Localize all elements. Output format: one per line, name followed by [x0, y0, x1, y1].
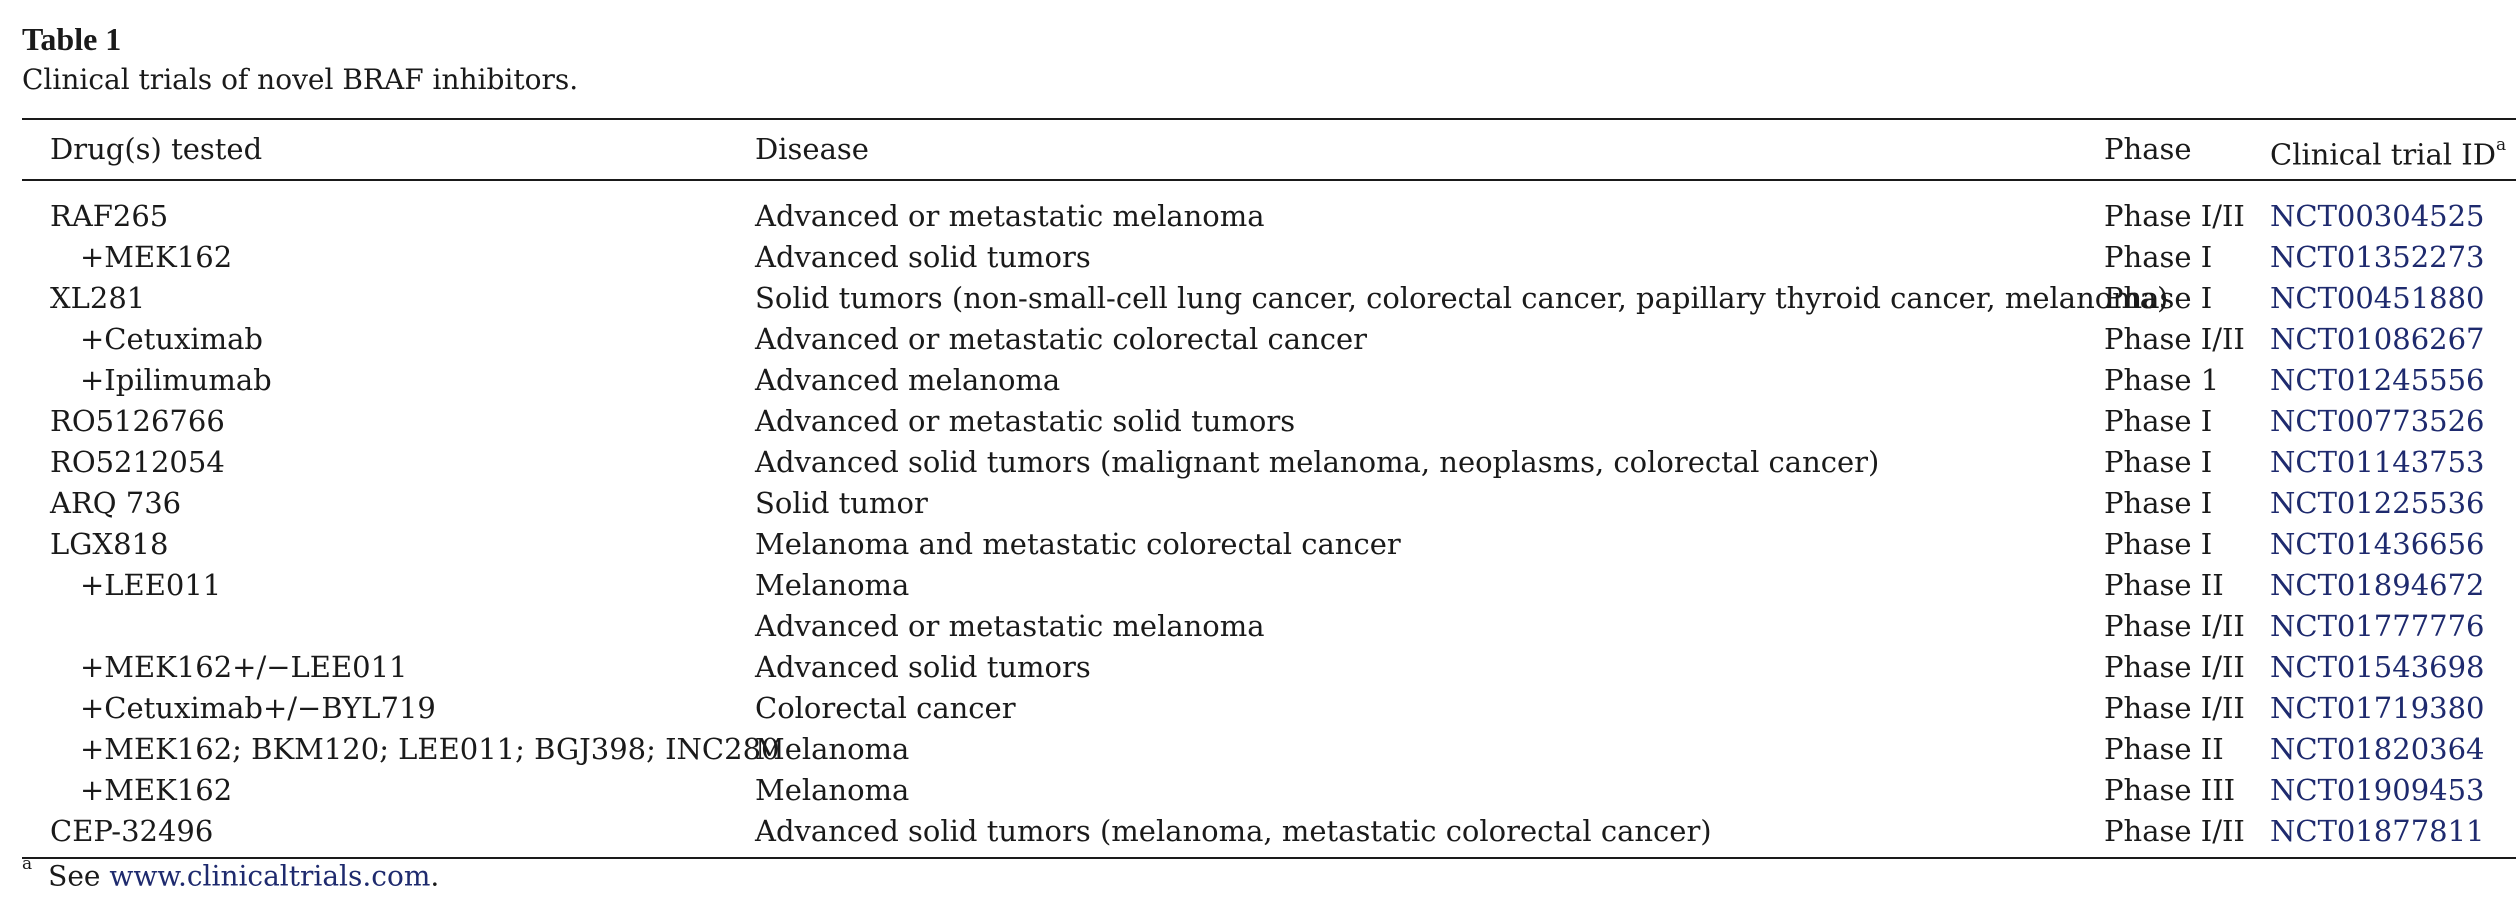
- phase-cell: Phase I/II: [2104, 199, 2245, 233]
- trial-id-link[interactable]: NCT01820364: [2270, 732, 2485, 766]
- table-top-rule: [22, 118, 2516, 120]
- table-row: +Cetuximab Advanced or metastatic colorec…: [22, 319, 2516, 360]
- disease-cell: Advanced or metastatic melanoma: [755, 199, 1265, 233]
- table-row: +Cetuximab+/−BYL719 Colorectal cancer Phas…: [22, 688, 2516, 729]
- table-header-row: Drug(s) tested Disease Phase Clinical tr…: [22, 124, 2516, 174]
- drug-cell: +MEK162: [80, 773, 233, 807]
- trial-id-link[interactable]: NCT01352273: [2270, 240, 2485, 274]
- table-container: Table 1 Clinical trials of novel BRAF in…: [22, 20, 2516, 859]
- phase-cell: Phase I: [2104, 404, 2213, 438]
- trial-id-link[interactable]: NCT01719380: [2270, 691, 2485, 725]
- table-row: ARQ 736 Solid tumor Phase I NCT01225536: [22, 483, 2516, 524]
- table-caption: Clinical trials of novel BRAF inhibitors…: [22, 63, 579, 96]
- drug-cell: ARQ 736: [50, 486, 182, 520]
- trial-id-link[interactable]: NCT01543698: [2270, 650, 2485, 684]
- trial-id-link[interactable]: NCT01777776: [2270, 609, 2485, 643]
- trial-id-link[interactable]: NCT01877811: [2270, 814, 2485, 848]
- phase-cell: Phase I: [2104, 240, 2213, 274]
- footnote-marker: a: [22, 854, 33, 874]
- drug-cell: +MEK162; BKM120; LEE011; BGJ398; INC280: [80, 732, 780, 766]
- disease-cell: Advanced or metastatic colorectal cancer: [755, 322, 1368, 356]
- disease-cell: Solid tumor: [755, 486, 928, 520]
- trial-id-link[interactable]: NCT01894672: [2270, 568, 2485, 602]
- phase-cell: Phase I: [2104, 445, 2213, 479]
- trial-id-link[interactable]: NCT01436656: [2270, 527, 2485, 561]
- phase-cell: Phase II: [2104, 568, 2224, 602]
- drug-cell: RO5212054: [50, 445, 225, 479]
- disease-cell: Advanced or metastatic melanoma: [755, 609, 1265, 643]
- table-row: XL281 Solid tumors (non-small-cell lung c…: [22, 278, 2516, 319]
- disease-cell: Colorectal cancer: [755, 691, 1016, 725]
- disease-cell: Advanced melanoma: [755, 363, 1061, 397]
- drug-cell: +MEK162+/−LEE011: [80, 650, 408, 684]
- table-header-rule: [22, 179, 2516, 181]
- drug-cell: +Cetuximab+/−BYL719: [80, 691, 436, 725]
- table-row: CEP-32496 Advanced solid tumors (melanoma…: [22, 811, 2516, 852]
- trial-id-link[interactable]: NCT01143753: [2270, 445, 2485, 479]
- drug-cell: RO5126766: [50, 404, 225, 438]
- table-row: Advanced or metastatic melanoma Phase I/I…: [22, 606, 2516, 647]
- phase-cell: Phase II: [2104, 732, 2224, 766]
- disease-cell: Advanced solid tumors: [755, 650, 1091, 684]
- header-trial-footnote-marker: a: [2496, 135, 2507, 155]
- disease-cell: Melanoma: [755, 773, 910, 807]
- table-label: Table 1: [22, 21, 122, 57]
- table-row: RAF265 Advanced or metastatic melanoma Pha…: [22, 196, 2516, 237]
- header-disease: Disease: [755, 132, 869, 166]
- disease-cell: Solid tumors (non-small-cell lung cancer…: [755, 281, 2169, 315]
- header-phase: Phase: [2104, 132, 2192, 166]
- phase-cell: Phase I/II: [2104, 609, 2245, 643]
- table-row: +LEE011 Melanoma Phase II NCT01894672: [22, 565, 2516, 606]
- drug-cell: +MEK162: [80, 240, 233, 274]
- disease-cell: Melanoma and metastatic colorectal cance…: [755, 527, 1401, 561]
- disease-cell: Advanced solid tumors (malignant melanom…: [755, 445, 1880, 479]
- header-trial-label: Clinical trial ID: [2270, 137, 2496, 172]
- phase-cell: Phase I/II: [2104, 691, 2245, 725]
- drug-cell: LGX818: [50, 527, 169, 561]
- table-row: +MEK162 Melanoma Phase III NCT01909453: [22, 770, 2516, 811]
- table-row: +MEK162; BKM120; LEE011; BGJ398; INC280 M…: [22, 729, 2516, 770]
- trial-id-link[interactable]: NCT00304525: [2270, 199, 2485, 233]
- disease-cell: Advanced solid tumors (melanoma, metasta…: [755, 814, 1712, 848]
- footnote-link[interactable]: www.clinicaltrials.com: [109, 859, 431, 893]
- table-row: +Ipilimumab Advanced melanoma Phase 1 NCT01…: [22, 360, 2516, 401]
- drug-cell: RAF265: [50, 199, 169, 233]
- trial-id-link[interactable]: NCT01245556: [2270, 363, 2485, 397]
- table-row: LGX818 Melanoma and metastatic colorectal…: [22, 524, 2516, 565]
- disease-cell: Advanced or metastatic solid tumors: [755, 404, 1296, 438]
- phase-cell: Phase I: [2104, 486, 2213, 520]
- phase-cell: Phase III: [2104, 773, 2236, 807]
- table-body: RAF265 Advanced or metastatic melanoma Pha…: [22, 196, 2516, 852]
- phase-cell: Phase I: [2104, 281, 2213, 315]
- drug-cell: +Cetuximab: [80, 322, 263, 356]
- table-footnote: a See www.clinicaltrials.com.: [22, 850, 439, 896]
- trial-id-link[interactable]: NCT01086267: [2270, 322, 2485, 356]
- header-drug: Drug(s) tested: [50, 132, 263, 166]
- phase-cell: Phase I/II: [2104, 814, 2245, 848]
- drug-cell: CEP-32496: [50, 814, 214, 848]
- phase-cell: Phase 1: [2104, 363, 2220, 397]
- table-row: +MEK162+/−LEE011 Advanced solid tumors Pha…: [22, 647, 2516, 688]
- table-row: RO5126766 Advanced or metastatic solid tu…: [22, 401, 2516, 442]
- disease-cell: Melanoma: [755, 732, 910, 766]
- phase-cell: Phase I/II: [2104, 322, 2245, 356]
- footnote-end: .: [430, 859, 440, 893]
- disease-cell: Advanced solid tumors: [755, 240, 1091, 274]
- trial-id-link[interactable]: NCT01225536: [2270, 486, 2485, 520]
- table-row: +MEK162 Advanced solid tumors Phase I NCT01…: [22, 237, 2516, 278]
- drug-cell: +Ipilimumab: [80, 363, 272, 397]
- header-trial: Clinical trial IDa: [2270, 124, 2506, 180]
- table-bottom-rule: [22, 857, 2516, 859]
- trial-id-link[interactable]: NCT00773526: [2270, 404, 2485, 438]
- trial-id-link[interactable]: NCT00451880: [2270, 281, 2485, 315]
- footnote-text: See: [48, 859, 110, 893]
- phase-cell: Phase I: [2104, 527, 2213, 561]
- phase-cell: Phase I/II: [2104, 650, 2245, 684]
- disease-cell: Melanoma: [755, 568, 910, 602]
- drug-cell: XL281: [50, 281, 146, 315]
- table-row: RO5212054 Advanced solid tumors (malignan…: [22, 442, 2516, 483]
- trial-id-link[interactable]: NCT01909453: [2270, 773, 2485, 807]
- drug-cell: +LEE011: [80, 568, 222, 602]
